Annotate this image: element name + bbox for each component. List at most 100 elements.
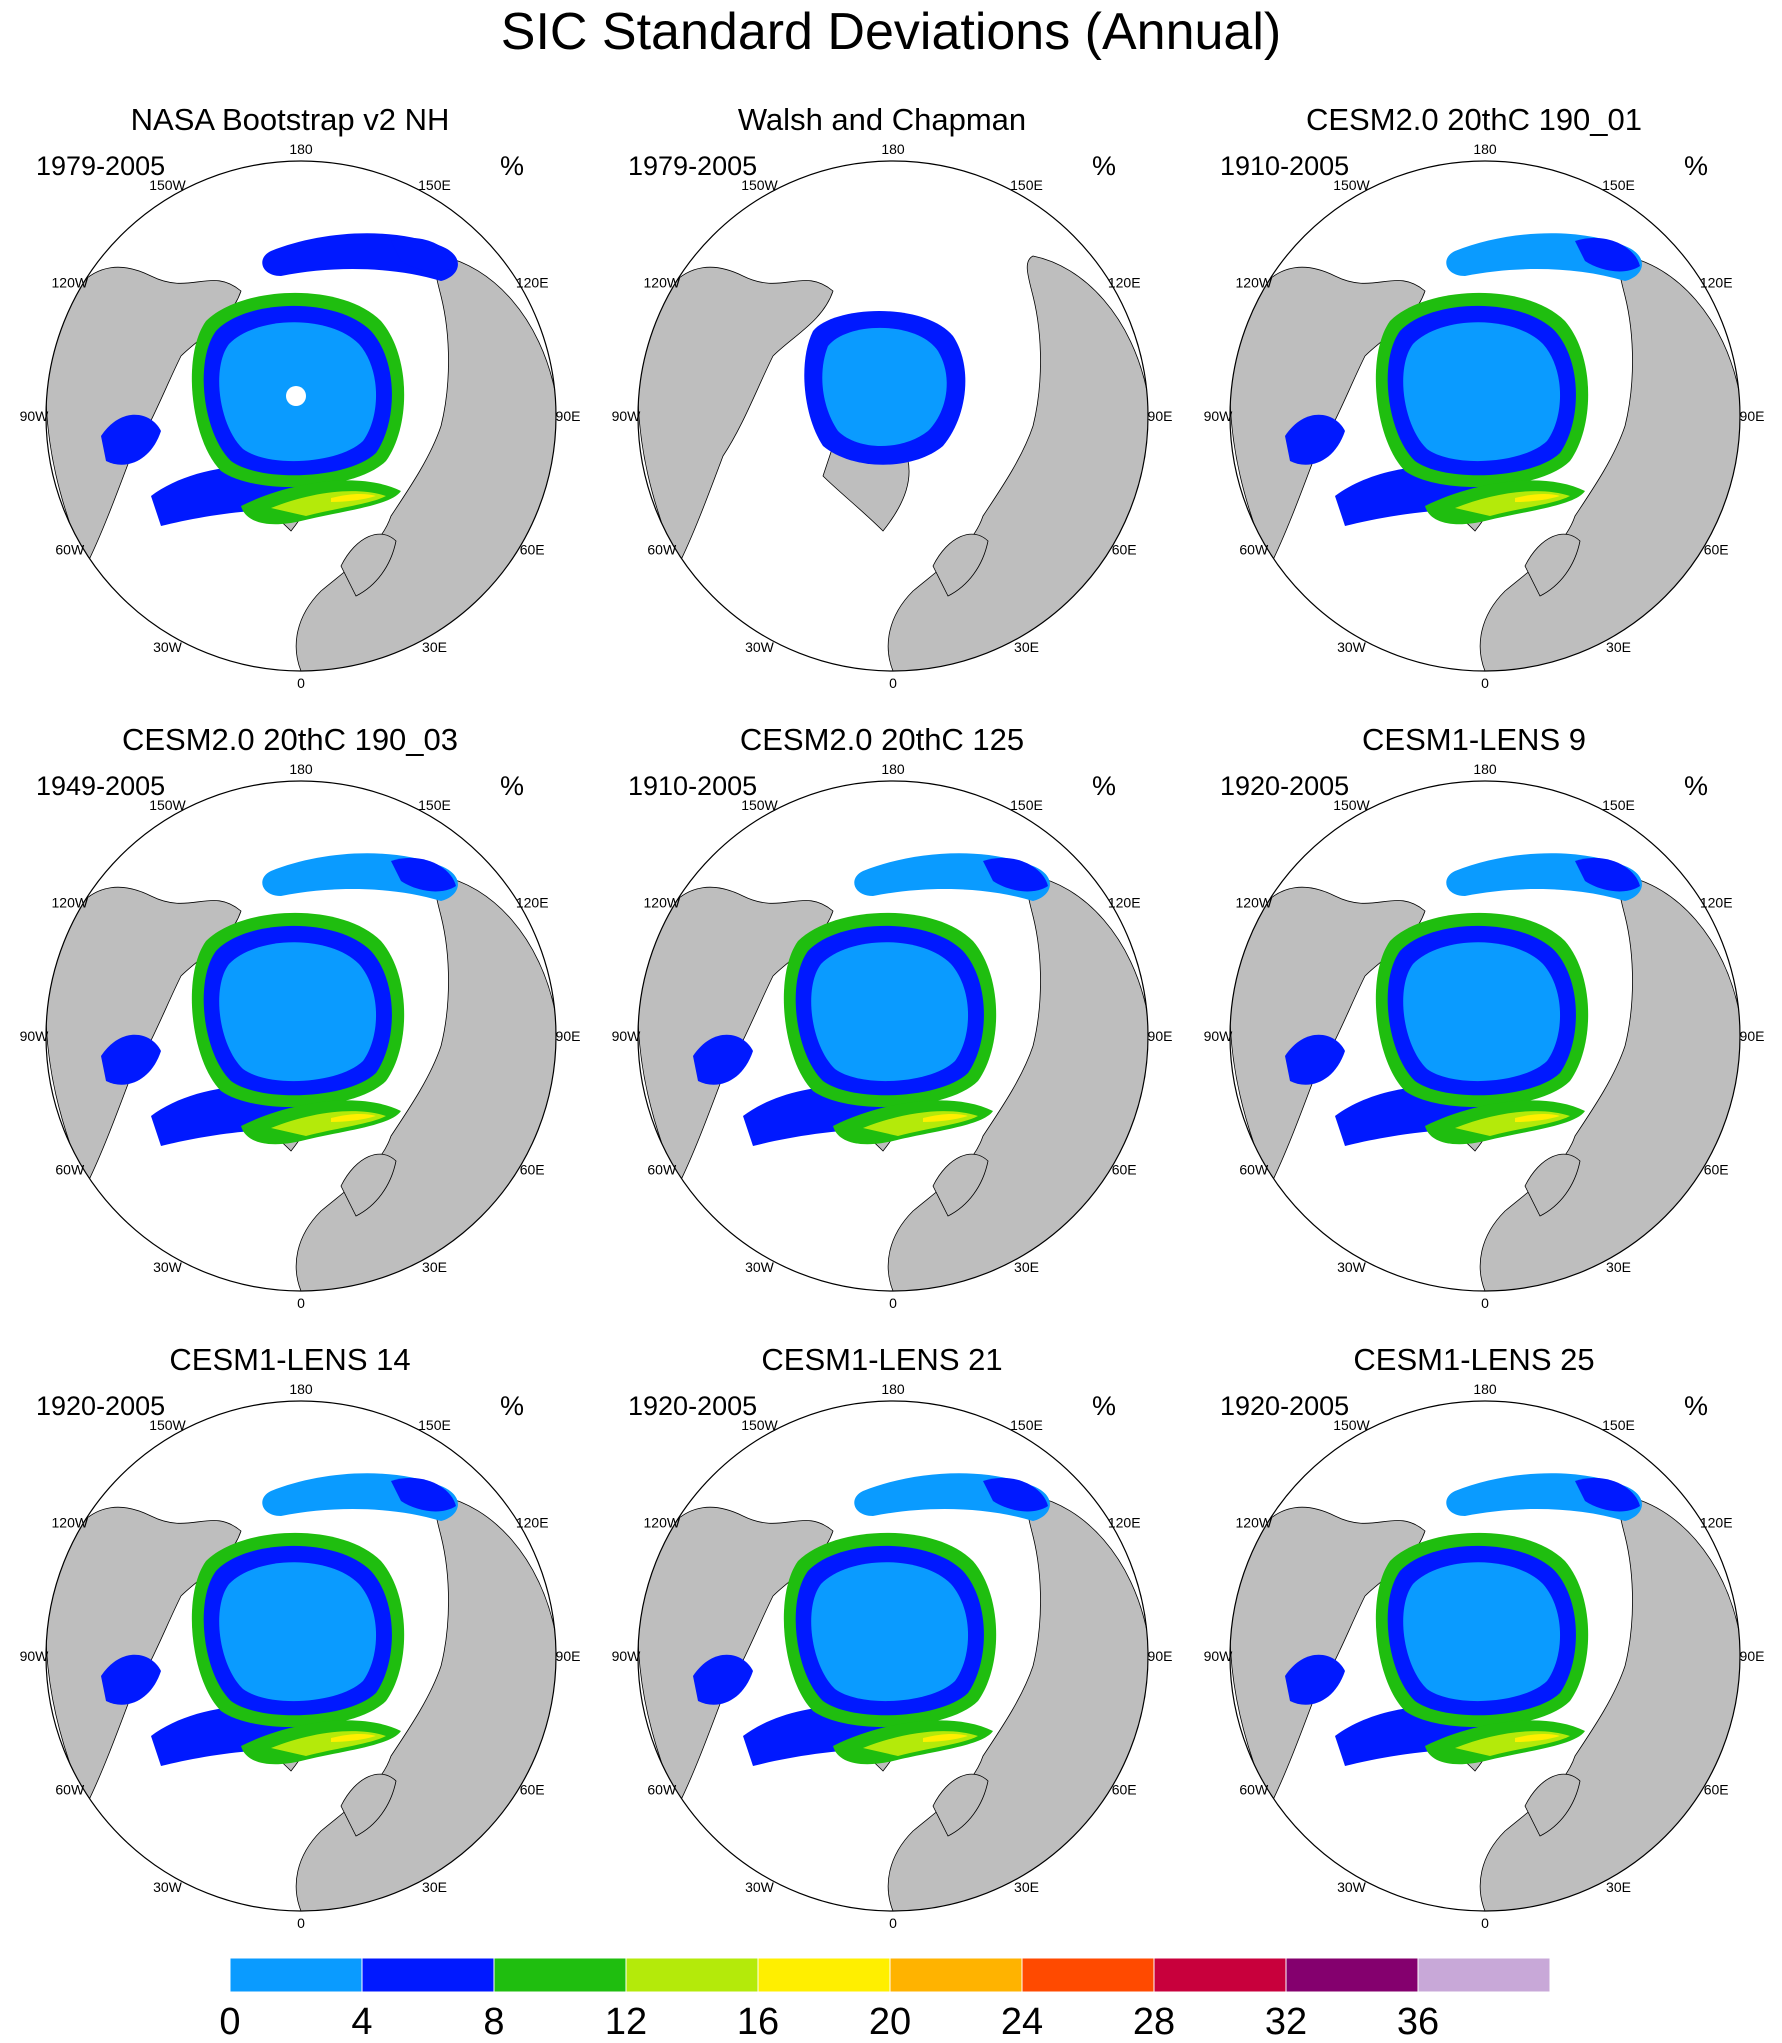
longitude-label: 0 [297, 1915, 305, 1931]
longitude-label: 120E [1108, 1515, 1141, 1531]
longitude-label: 120E [1108, 275, 1141, 291]
longitude-label: 30E [422, 1879, 447, 1895]
map-content [638, 1473, 1148, 1911]
longitude-label: 60E [1112, 1782, 1137, 1798]
longitude-label: 60E [520, 1782, 545, 1798]
longitude-label: 30E [422, 1259, 447, 1275]
longitude-label: 60W [647, 542, 677, 558]
longitude-label: 60W [647, 1782, 677, 1798]
panel-unit: % [500, 771, 525, 801]
panel-period: 1920-2005 [628, 1391, 758, 1421]
longitude-label: 90W [1204, 1648, 1234, 1664]
panel-title: CESM1-LENS 14 [169, 1342, 411, 1377]
longitude-label: 60W [1239, 542, 1269, 558]
map-panel: 180 150E 120E 90E 60E 30E 0 30W 60W 90W 120W 150W CE… [1184, 100, 1764, 700]
longitude-label: 90E [556, 1648, 580, 1664]
panel-unit: % [1092, 771, 1117, 801]
map-content [1230, 233, 1740, 671]
longitude-label: 60W [55, 1782, 85, 1798]
longitude-label: 60E [520, 542, 545, 558]
longitude-label: 150W [149, 797, 186, 813]
longitude-label: 120W [52, 895, 89, 911]
map-content [1230, 1473, 1740, 1911]
longitude-label: 90E [1740, 1028, 1764, 1044]
map-content [1230, 853, 1740, 1291]
longitude-label: 150E [418, 1417, 451, 1433]
panel-unit: % [1092, 1391, 1117, 1421]
longitude-label: 90E [1740, 408, 1764, 424]
longitude-label: 0 [1481, 1295, 1489, 1311]
map-boundary [45, 160, 557, 672]
map-boundary [1229, 160, 1741, 672]
longitude-label: 150W [149, 177, 186, 193]
longitude-label: 30W [153, 1259, 183, 1275]
panel-period: 1910-2005 [1220, 151, 1350, 181]
panel-title: CESM2.0 20thC 190_01 [1305, 102, 1643, 137]
map-panel: 180 150E 120E 90E 60E 30E 0 30W 60W 90W 120W 150W CE… [1184, 720, 1764, 1320]
map-boundary [637, 1400, 1149, 1912]
longitude-label: 60W [55, 1162, 85, 1178]
longitude-label: 60W [1239, 1162, 1269, 1178]
longitude-label: 30E [422, 639, 447, 655]
longitude-label: 30W [153, 639, 183, 655]
longitude-label: 0 [1481, 675, 1489, 691]
panel-unit: % [1684, 1391, 1709, 1421]
longitude-label: 60E [520, 1162, 545, 1178]
map-boundary [1229, 780, 1741, 1292]
panel-period: 1920-2005 [1220, 771, 1350, 801]
longitude-label: 150W [1333, 1417, 1370, 1433]
land-mass [340, 1773, 397, 1837]
longitude-label: 90E [556, 1028, 580, 1044]
map-content [46, 1473, 556, 1911]
longitude-label: 150E [1602, 1417, 1635, 1433]
longitude-label: 150E [418, 797, 451, 813]
longitude-label: 150W [1333, 797, 1370, 813]
map-boundary [1229, 1400, 1741, 1912]
map-content [46, 853, 556, 1291]
longitude-label: 90W [20, 408, 50, 424]
map-panel: 180 150E 120E 90E 60E 30E 0 30W 60W 90W 120W 150W CE… [592, 720, 1172, 1320]
longitude-label: 60E [1704, 1782, 1729, 1798]
map-content [638, 853, 1148, 1291]
longitude-label: 90E [1148, 1648, 1172, 1664]
longitude-label: 60E [1704, 1162, 1729, 1178]
longitude-label: 180 [881, 761, 905, 777]
land-mass [1524, 1773, 1581, 1837]
longitude-label: 90W [612, 1028, 642, 1044]
longitude-label: 120W [644, 895, 681, 911]
longitude-label: 0 [1481, 1915, 1489, 1931]
land-mass [1524, 533, 1581, 597]
longitude-label: 150E [1602, 177, 1635, 193]
longitude-label: 60E [1112, 1162, 1137, 1178]
longitude-label: 90E [1148, 408, 1172, 424]
longitude-label: 180 [289, 761, 313, 777]
panel-title: CESM1-LENS 21 [761, 1342, 1003, 1377]
map-boundary [637, 780, 1149, 1292]
panel-period: 1910-2005 [628, 771, 758, 801]
panel-unit: % [500, 151, 525, 181]
map-panel: 180 150E 120E 90E 60E 30E 0 30W 60W 90W 120W 150W CE… [0, 1340, 580, 1940]
longitude-label: 120W [1236, 275, 1273, 291]
longitude-label: 120E [516, 1515, 549, 1531]
panel-period: 1949-2005 [36, 771, 166, 801]
longitude-label: 90W [612, 1648, 642, 1664]
map-boundary [637, 160, 1149, 672]
longitude-label: 0 [297, 675, 305, 691]
longitude-label: 180 [1473, 761, 1497, 777]
longitude-label: 120W [644, 275, 681, 291]
map-boundary [45, 780, 557, 1292]
longitude-label: 150E [418, 177, 451, 193]
longitude-label: 30E [1606, 1259, 1631, 1275]
longitude-label: 30W [745, 1259, 775, 1275]
longitude-label: 120E [1700, 1515, 1733, 1531]
panel-period: 1979-2005 [36, 151, 166, 181]
longitude-label: 60E [1704, 542, 1729, 558]
longitude-label: 90W [1204, 1028, 1234, 1044]
map-panel: 180 150E 120E 90E 60E 30E 0 30W 60W 90W 120W 150W Wa… [592, 100, 1172, 700]
map-content [638, 255, 1148, 671]
longitude-label: 150E [1602, 797, 1635, 813]
longitude-label: 120E [1700, 275, 1733, 291]
longitude-label: 120W [644, 1515, 681, 1531]
longitude-label: 150E [1010, 797, 1043, 813]
